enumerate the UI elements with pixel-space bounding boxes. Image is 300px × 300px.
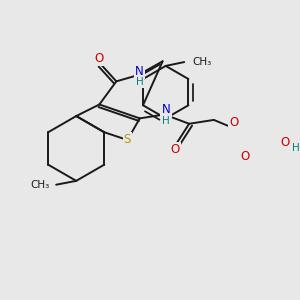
Text: H: H xyxy=(162,116,170,126)
Text: CH₃: CH₃ xyxy=(31,180,50,190)
Text: O: O xyxy=(229,116,239,130)
Text: H: H xyxy=(136,77,143,87)
Text: O: O xyxy=(171,143,180,156)
Text: CH₃: CH₃ xyxy=(192,57,211,67)
Text: O: O xyxy=(240,150,249,164)
Text: O: O xyxy=(280,136,289,149)
Text: N: N xyxy=(162,103,170,116)
Text: O: O xyxy=(95,52,104,65)
Text: N: N xyxy=(135,65,144,78)
Text: H: H xyxy=(292,143,299,154)
Text: S: S xyxy=(124,134,131,146)
